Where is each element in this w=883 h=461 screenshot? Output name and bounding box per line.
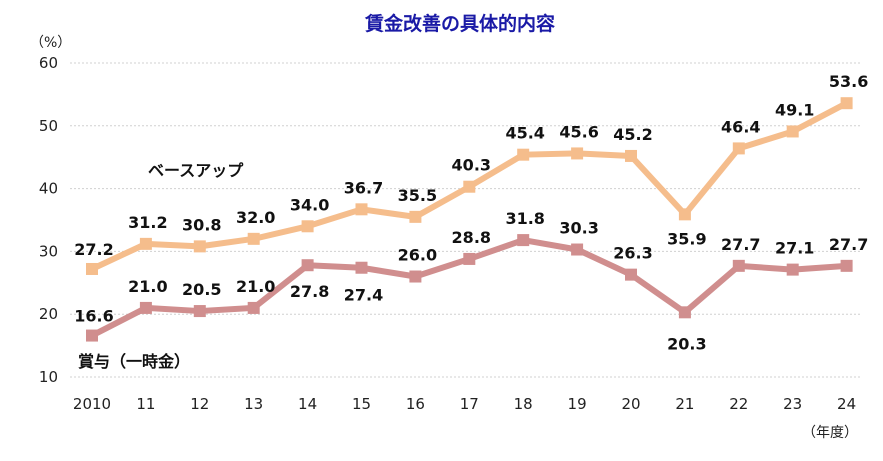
y-tick-label: 50 <box>39 117 58 135</box>
data-label: 27.4 <box>344 286 383 305</box>
x-tick-label: 23 <box>783 395 802 413</box>
data-label: 45.6 <box>559 122 598 141</box>
data-point-marker <box>86 262 98 275</box>
data-label: 30.3 <box>559 219 598 238</box>
data-point-marker <box>301 220 314 233</box>
data-label: 53.6 <box>829 72 868 91</box>
data-point-marker <box>786 125 799 138</box>
chart-title: 賃金改善の具体的内容 <box>364 12 555 35</box>
x-tick-label: 20 <box>621 395 640 413</box>
x-tick-label: 22 <box>729 395 748 413</box>
x-tick-label: 15 <box>352 395 371 413</box>
data-point-marker <box>732 142 745 155</box>
x-tick-label: 14 <box>298 395 317 413</box>
x-tick-label: 2010 <box>73 395 111 413</box>
data-label: 27.7 <box>721 235 760 254</box>
data-point-marker <box>355 203 368 216</box>
data-point-marker <box>840 97 853 110</box>
data-label: 27.2 <box>74 240 113 259</box>
data-point-marker <box>301 259 314 272</box>
y-tick-label: 20 <box>39 305 58 323</box>
data-point-marker <box>678 306 691 319</box>
data-label: 26.0 <box>398 246 437 265</box>
y-tick-label: 60 <box>39 54 58 72</box>
data-label: 32.0 <box>236 208 275 227</box>
data-label: 27.8 <box>290 282 329 301</box>
data-point-marker <box>193 305 206 318</box>
data-point-marker <box>139 301 152 314</box>
y-tick-label: 40 <box>39 180 58 198</box>
y-axis-ticks: 10 20 30 40 50 60 <box>39 54 58 386</box>
data-point-marker <box>247 232 260 245</box>
data-point-marker <box>571 147 584 160</box>
x-axis-unit-label: （年度） <box>802 425 858 441</box>
data-label: 46.4 <box>721 117 760 136</box>
y-axis-unit-label: （%） <box>30 35 71 51</box>
data-point-marker <box>732 259 745 272</box>
data-label: 21.0 <box>128 277 167 296</box>
data-point-marker <box>463 252 476 265</box>
data-point-marker <box>409 270 422 283</box>
data-point-marker <box>463 180 476 193</box>
series-label-bonus: 賞与（一時金） <box>78 352 190 371</box>
x-tick-label: 11 <box>136 395 155 413</box>
data-label: 16.6 <box>74 307 113 326</box>
data-label: 31.8 <box>505 209 544 228</box>
data-label: 34.0 <box>290 195 329 214</box>
data-label: 49.1 <box>775 100 814 119</box>
data-point-marker <box>355 261 368 274</box>
data-point-marker <box>193 240 206 253</box>
data-labels: 27.2 31.2 30.8 32.0 34.0 36.7 35.5 40.3 45.4 45.6… <box>74 72 868 353</box>
data-point-marker <box>247 301 260 314</box>
data-label: 40.3 <box>452 156 491 175</box>
data-label: 35.5 <box>398 186 437 205</box>
data-label: 27.7 <box>829 235 868 254</box>
data-point-marker <box>139 237 152 250</box>
data-label: 28.8 <box>452 228 491 247</box>
data-label: 20.5 <box>182 280 221 299</box>
data-point-marker <box>840 259 853 272</box>
data-label: 36.7 <box>344 178 383 197</box>
data-point-marker <box>409 210 422 223</box>
x-tick-label: 17 <box>460 395 479 413</box>
y-tick-label: 10 <box>39 368 58 386</box>
data-label: 45.2 <box>613 125 652 144</box>
data-point-marker <box>786 263 799 276</box>
data-label: 31.2 <box>128 213 167 232</box>
data-label: 26.3 <box>613 244 652 263</box>
data-point-marker <box>86 329 98 342</box>
data-point-marker <box>571 243 584 256</box>
data-point-marker <box>517 234 530 247</box>
x-tick-label: 21 <box>675 395 694 413</box>
data-label: 27.1 <box>775 239 814 258</box>
x-tick-label: 12 <box>190 395 209 413</box>
data-label: 21.0 <box>236 277 275 296</box>
series-label-base-up: ベースアップ <box>148 161 244 180</box>
data-label: 30.8 <box>182 215 221 234</box>
data-point-marker <box>625 149 637 162</box>
y-tick-label: 30 <box>39 242 58 260</box>
data-label: 45.4 <box>505 124 544 143</box>
data-point-marker <box>678 208 691 221</box>
x-tick-label: 16 <box>406 395 425 413</box>
x-tick-label: 18 <box>514 395 533 413</box>
x-tick-label: 24 <box>837 395 856 413</box>
data-label: 20.3 <box>667 334 706 353</box>
data-point-marker <box>517 148 530 161</box>
data-point-marker <box>625 268 637 281</box>
x-tick-label: 19 <box>568 395 587 413</box>
data-label: 35.9 <box>667 229 706 248</box>
x-tick-label: 13 <box>244 395 263 413</box>
x-axis-ticks: 2010 11 12 13 14 15 16 17 18 19 20 21 22 23 24 <box>73 395 856 413</box>
series-markers <box>86 97 853 342</box>
